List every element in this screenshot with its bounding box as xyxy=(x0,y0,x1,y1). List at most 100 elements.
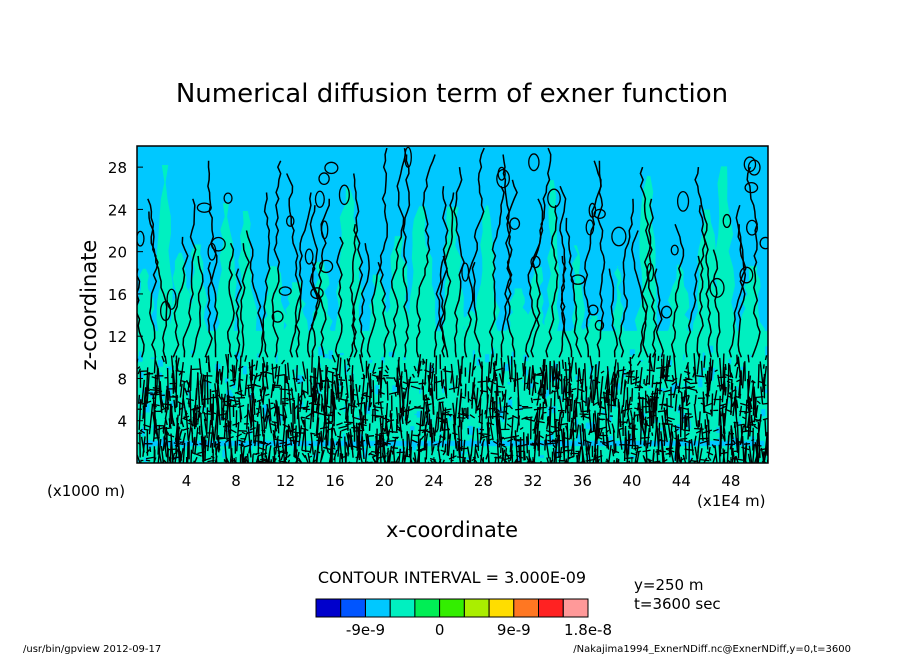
contour-segment xyxy=(140,430,146,434)
field-patch xyxy=(222,449,225,458)
contour-segment xyxy=(735,366,739,379)
contour-loop xyxy=(314,190,325,208)
contour-segment xyxy=(308,400,317,405)
contour-segment xyxy=(297,459,302,463)
contour-segment xyxy=(496,385,506,389)
info-y-value: y=250 m xyxy=(634,576,703,594)
contour-segment xyxy=(234,389,243,394)
contour-segment xyxy=(315,390,318,401)
contour-segment xyxy=(579,401,583,413)
contour-segment xyxy=(598,390,602,408)
field-patch xyxy=(392,385,397,392)
contour-loop xyxy=(670,244,679,256)
contour-segment xyxy=(365,433,368,445)
contour-segment xyxy=(180,379,187,383)
contour-segment xyxy=(447,433,452,456)
contour-segment xyxy=(681,386,691,390)
contour-segment xyxy=(533,411,538,422)
field-patch xyxy=(162,400,165,403)
contour-segment xyxy=(169,457,172,463)
contour-segment xyxy=(223,424,231,428)
contour-segment xyxy=(499,397,502,412)
field-patch xyxy=(640,359,643,362)
contour-segment xyxy=(282,397,289,400)
field-patch xyxy=(357,416,362,420)
field-patch xyxy=(732,437,736,444)
y-tick-label: 20 xyxy=(108,244,127,262)
contour-segment xyxy=(378,391,385,395)
field-patch xyxy=(263,404,267,414)
contour-segment xyxy=(653,417,659,447)
x-tick-label: 20 xyxy=(375,472,394,490)
contour-segment xyxy=(460,396,466,399)
contour-segment xyxy=(332,390,335,395)
contour-segment xyxy=(687,385,696,390)
contour-segment xyxy=(330,427,334,453)
contour-segment xyxy=(698,448,703,463)
contour-segment xyxy=(379,435,382,463)
contour-segment xyxy=(562,398,573,401)
field-patch xyxy=(450,385,453,388)
field-tongue xyxy=(692,209,720,337)
contour-segment xyxy=(747,397,752,407)
contour-line xyxy=(271,160,282,358)
contour-segment xyxy=(317,436,323,440)
contour-segment xyxy=(575,424,580,439)
contour-segment xyxy=(708,362,713,372)
contour-segment xyxy=(378,443,387,448)
contour-segment xyxy=(479,428,484,431)
field-patch xyxy=(602,411,605,415)
contour-segment xyxy=(537,420,545,424)
contour-segment xyxy=(507,417,513,420)
plot-area xyxy=(137,146,768,463)
contour-segment xyxy=(723,428,726,435)
contour-segment xyxy=(572,399,576,423)
contour-segment xyxy=(596,361,601,389)
contour-segment xyxy=(604,371,609,390)
field-patch xyxy=(316,390,322,394)
contour-segment xyxy=(137,442,141,446)
contour-segment xyxy=(375,377,386,380)
contour-line xyxy=(317,198,330,358)
contour-segment xyxy=(630,381,640,385)
field-patch xyxy=(323,354,328,359)
contour-segment xyxy=(694,394,697,405)
contour-segment xyxy=(382,427,386,433)
contour-segment xyxy=(637,396,648,401)
contour-segment xyxy=(488,407,493,425)
contour-loop xyxy=(611,226,627,247)
contour-segment xyxy=(665,418,672,423)
contour-segment xyxy=(411,439,418,444)
contour-segment xyxy=(748,396,753,410)
contour-segment xyxy=(480,390,488,393)
contour-segment xyxy=(719,405,727,410)
contour-line xyxy=(352,224,364,358)
contour-loop xyxy=(496,168,510,189)
contour-segment xyxy=(337,411,342,416)
contour-segment xyxy=(313,432,321,437)
contour-segment xyxy=(264,371,273,375)
contour-segment xyxy=(681,400,685,404)
contour-segment xyxy=(292,377,300,381)
contour-segment xyxy=(436,416,444,420)
contour-segment xyxy=(392,445,396,463)
contour-segment xyxy=(258,452,268,457)
contour-segment xyxy=(190,449,193,463)
contour-segment xyxy=(256,398,265,403)
contour-segment xyxy=(153,457,157,463)
contour-segment xyxy=(632,415,636,421)
contour-segment xyxy=(216,371,220,403)
contour-segment xyxy=(199,373,203,385)
x-axis-label: x-coordinate xyxy=(386,518,518,542)
contour-segment xyxy=(347,357,351,366)
field-patch xyxy=(659,388,665,392)
contour-segment xyxy=(558,361,561,377)
contour-segment xyxy=(198,358,202,375)
contour-segment xyxy=(685,415,694,420)
contour-loop xyxy=(223,192,233,204)
field-tongue xyxy=(503,288,532,337)
contour-segment xyxy=(260,458,269,463)
contour-loop xyxy=(709,277,725,298)
contour-segment xyxy=(215,441,221,446)
contour-segment xyxy=(635,450,642,454)
